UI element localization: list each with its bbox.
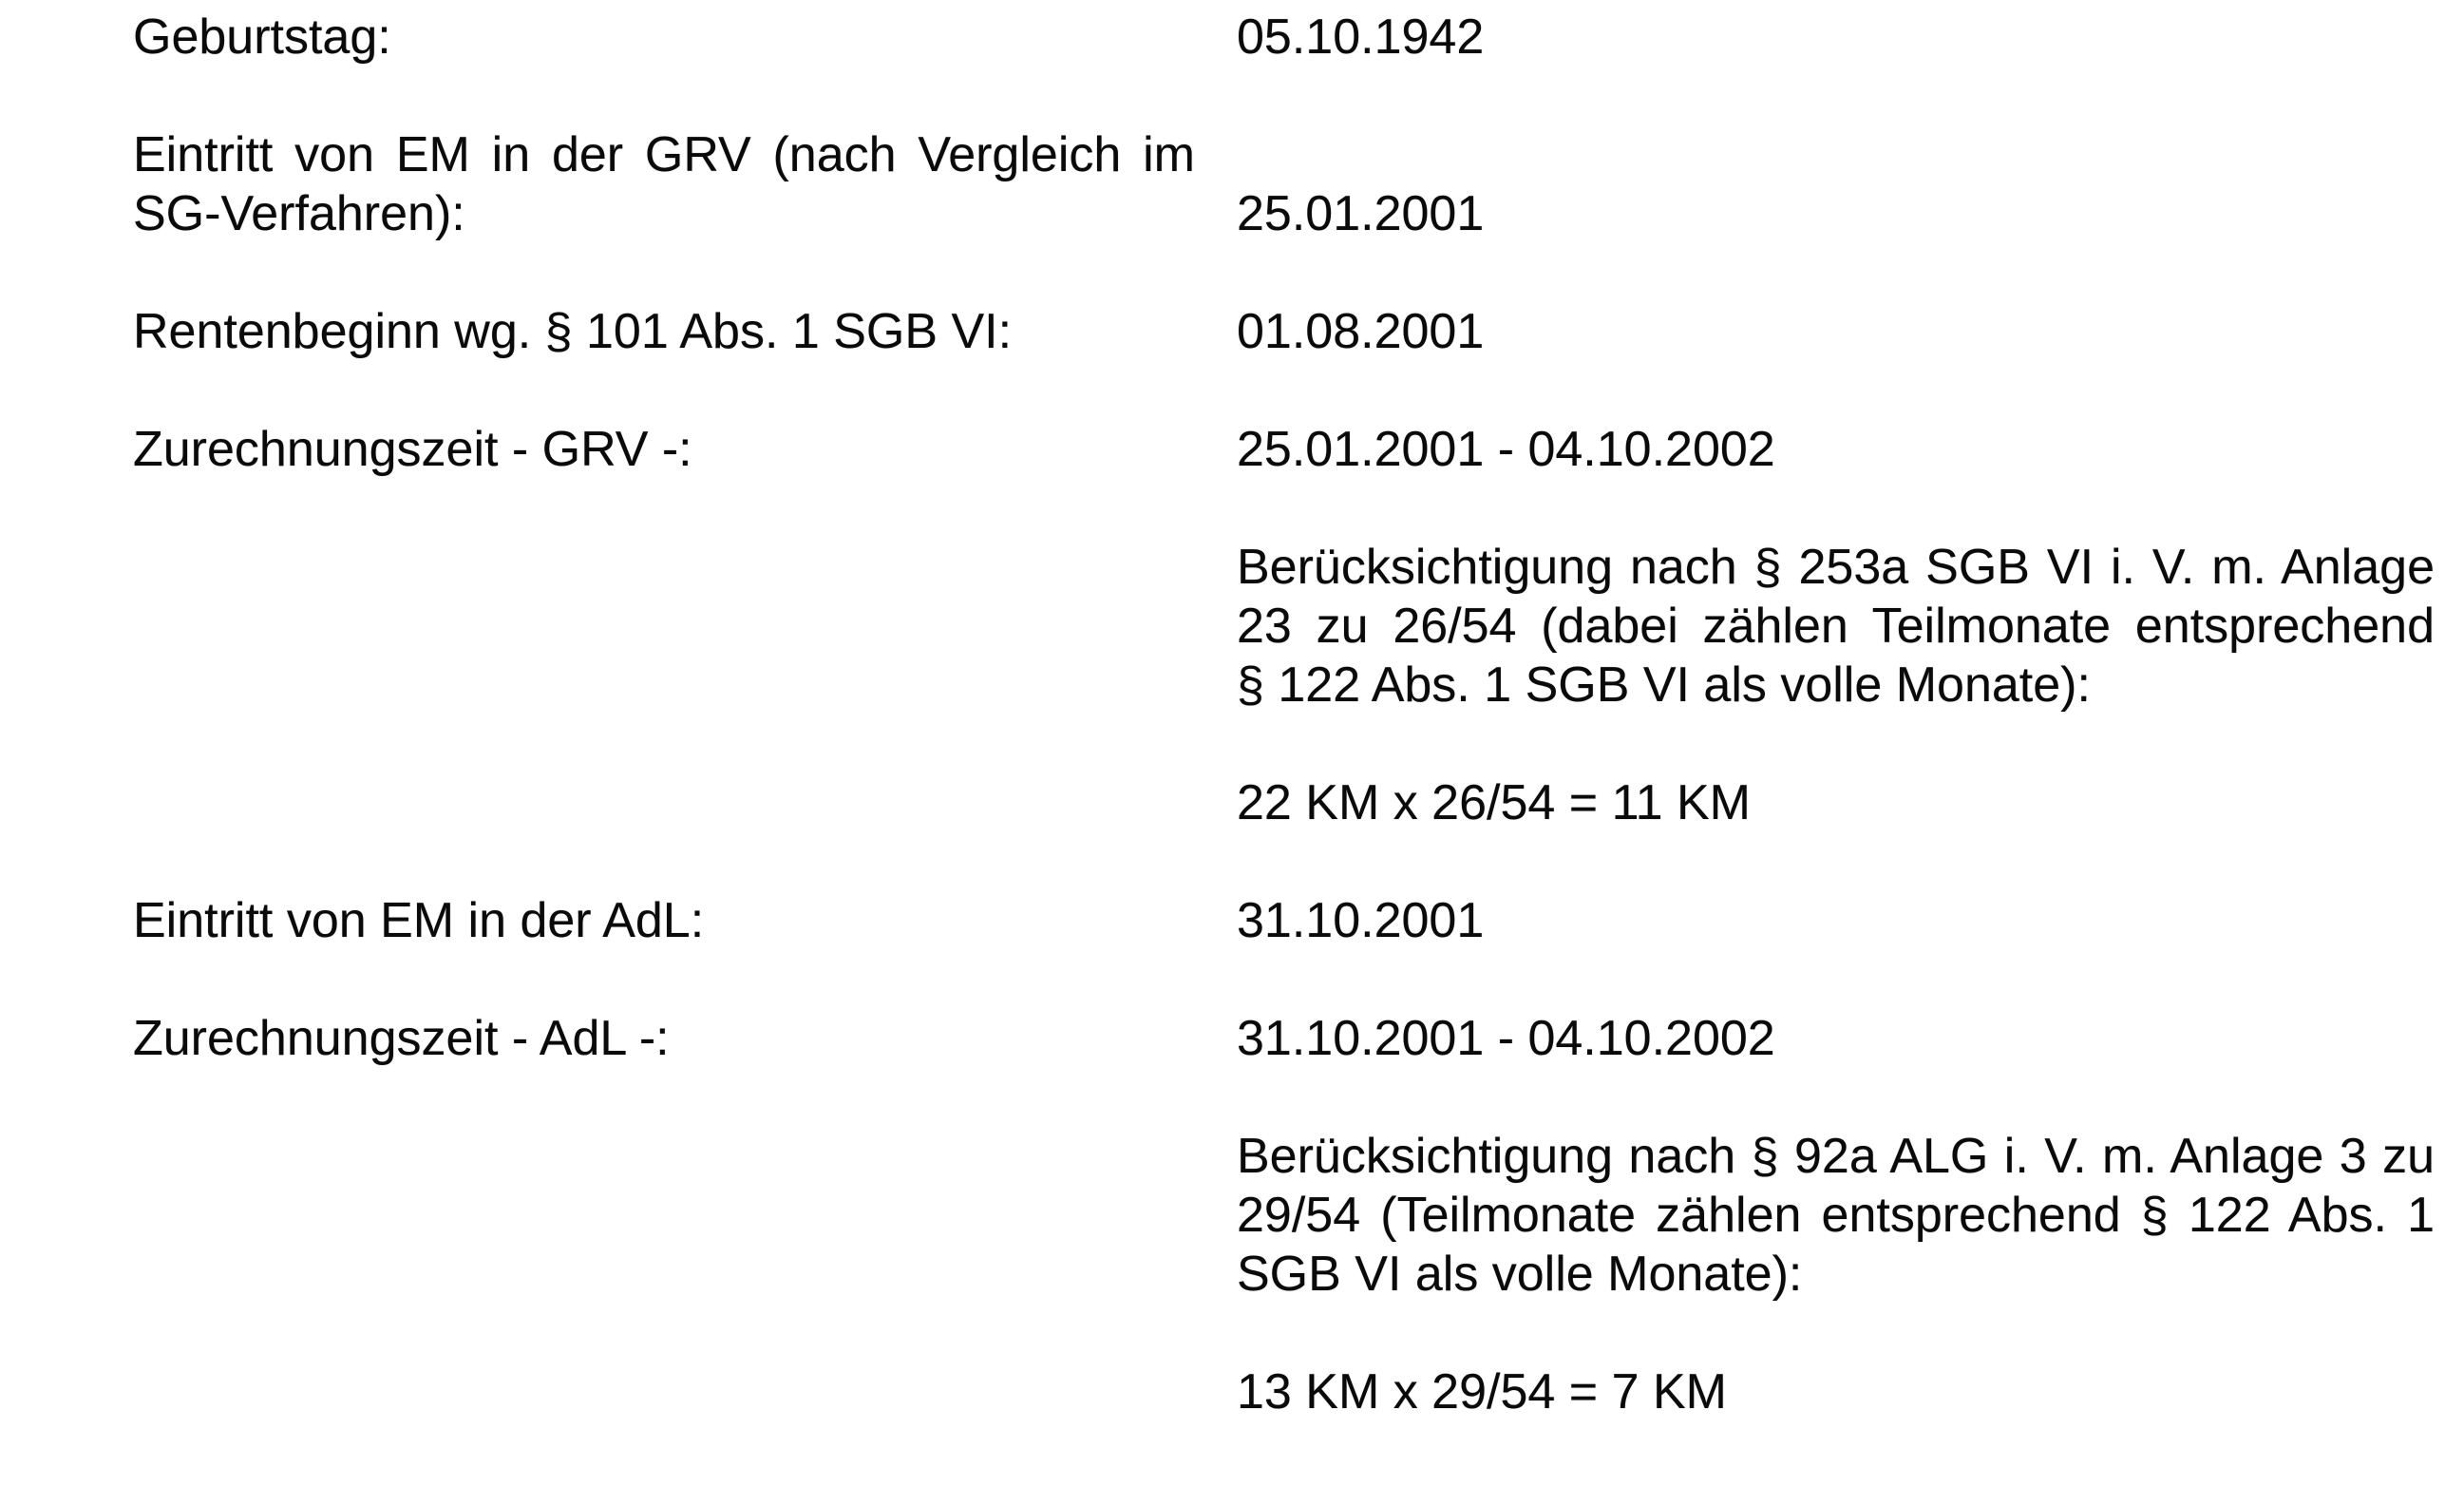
paragraph-beruecksichtigung-adl: Berücksichtigung nach § 92a ALG i. V. m.… [1237,1127,2435,1304]
label-text: Eintritt von EM in der AdL: [133,893,705,948]
field-value-zurechnungszeit-grv: 25.01.2001 - 04.10.2002 [1237,420,2435,479]
paragraph-beruecksichtigung-grv: Berücksichtigung nach § 253a SGB VI i. V… [1237,538,2435,714]
label-text: Rentenbeginn wg. § 101 Abs. 1 SGB VI: [133,304,1013,359]
value-text: 31.10.2001 - 04.10.2002 [1237,1011,1775,1066]
value-text: 22 KM x 26/54 = 11 KM [1237,775,1751,830]
field-label-empty [133,1362,1195,1421]
row-km-calculation-adl: 13 KM x 29/54 = 7 KM [133,1362,2464,1421]
value-text: 25.01.2001 [1237,186,1485,241]
field-label-empty [133,773,1195,832]
field-value-rentenbeginn: 01.08.2001 [1237,302,2435,361]
field-value-km-adl: 13 KM x 29/54 = 7 KM [1237,1362,2435,1421]
field-label-eintritt-em-grv: Eintritt von EM in der GRV (nach Verglei… [133,125,1195,243]
field-label-empty [133,1127,1195,1186]
field-value-eintritt-em-grv: 25.01.2001 [1237,184,2435,243]
label-text-line-2: SG-Verfahren): [133,186,465,241]
field-label-zurechnungszeit-grv: Zurechnungszeit - GRV -: [133,420,1195,479]
paragraph-line-2: 29/54 (Teilmonate zählen entsprechend § … [1237,1188,2435,1243]
field-value-geburtstag: 05.10.1942 [1237,8,2435,67]
value-text: 05.10.1942 [1237,10,1485,65]
label-text: Zurechnungszeit - GRV -: [133,422,692,477]
row-eintritt-em-grv: Eintritt von EM in der GRV (nach Verglei… [133,125,2464,243]
paragraph-line-3: § 122 Abs. 1 SGB VI als volle Monate): [1237,657,2091,713]
label-text-line-1: Eintritt von EM in der GRV (nach Verglei… [133,127,1195,182]
row-beruecksichtigung-grv: Berücksichtigung nach § 253a SGB VI i. V… [133,538,2464,714]
paragraph-line-2: 23 zu 26/54 (dabei zählen Teilmonate ent… [1237,599,2435,654]
field-value-eintritt-em-adl: 31.10.2001 [1237,891,2435,950]
field-label-rentenbeginn: Rentenbeginn wg. § 101 Abs. 1 SGB VI: [133,302,1195,361]
field-label-geburtstag: Geburtstag: [133,8,1195,67]
row-eintritt-em-adl: Eintritt von EM in der AdL: 31.10.2001 [133,891,2464,950]
value-text: 01.08.2001 [1237,304,1485,359]
paragraph-line-1: Berücksichtigung nach § 253a SGB VI i. V… [1237,540,2435,595]
row-beruecksichtigung-adl: Berücksichtigung nach § 92a ALG i. V. m.… [133,1127,2464,1304]
value-text: 25.01.2001 - 04.10.2002 [1237,422,1775,477]
field-label-empty [133,538,1195,597]
field-value-km-grv: 22 KM x 26/54 = 11 KM [1237,773,2435,832]
row-geburtstag: Geburtstag: 05.10.1942 [133,8,2464,67]
row-zurechnungszeit-adl: Zurechnungszeit - AdL -: 31.10.2001 - 04… [133,1009,2464,1068]
field-label-eintritt-em-adl: Eintritt von EM in der AdL: [133,891,1195,950]
paragraph-line-1: Berücksichtigung nach § 92a ALG i. V. m.… [1237,1129,2435,1184]
row-km-calculation-grv: 22 KM x 26/54 = 11 KM [133,773,2464,832]
row-rentenbeginn: Rentenbeginn wg. § 101 Abs. 1 SGB VI: 01… [133,302,2464,361]
label-text: Geburtstag: [133,10,391,65]
field-label-zurechnungszeit-adl: Zurechnungszeit - AdL -: [133,1009,1195,1068]
label-text: Zurechnungszeit - AdL -: [133,1011,670,1066]
value-text: 13 KM x 29/54 = 7 KM [1237,1364,1727,1419]
field-value-zurechnungszeit-adl: 31.10.2001 - 04.10.2002 [1237,1009,2435,1068]
value-text: 31.10.2001 [1237,893,1485,948]
row-zurechnungszeit-grv: Zurechnungszeit - GRV -: 25.01.2001 - 04… [133,420,2464,479]
paragraph-line-3: SGB VI als volle Monate): [1237,1247,1803,1302]
